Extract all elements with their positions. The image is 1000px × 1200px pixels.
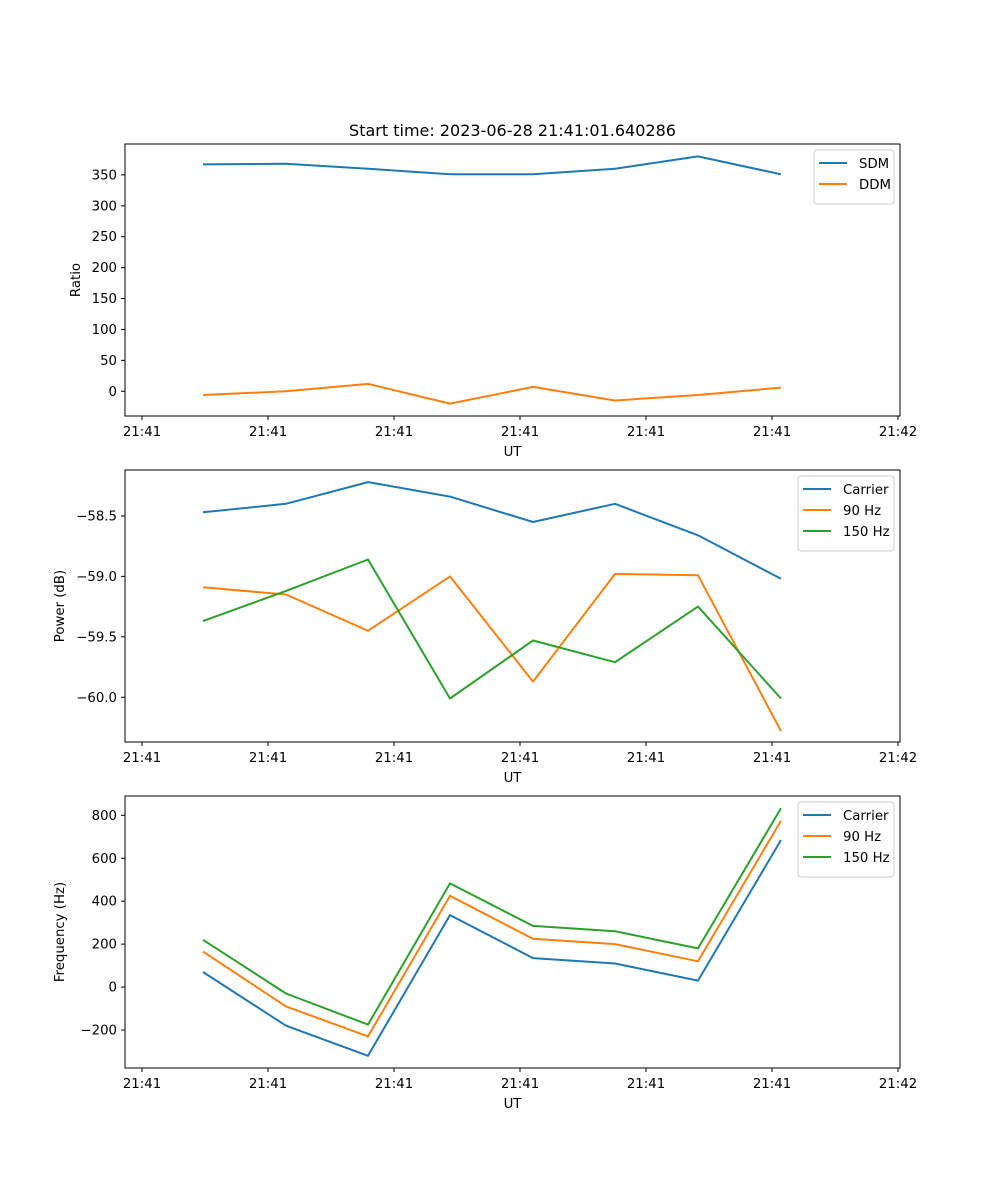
x-axis-label: UT xyxy=(504,771,523,786)
x-tick-label: 21:41 xyxy=(627,751,665,766)
axes-frame xyxy=(124,143,901,417)
series-line-carrier xyxy=(202,481,782,580)
x-tick-label: 21:41 xyxy=(753,425,791,440)
series-line-carrier xyxy=(202,839,782,1057)
x-tick-label: 21:41 xyxy=(123,1077,161,1092)
y-tick-label: 50 xyxy=(100,354,117,369)
x-tick-label: 21:41 xyxy=(627,1077,665,1092)
x-tick-label: 21:41 xyxy=(375,425,413,440)
legend-label: SDM xyxy=(859,157,889,172)
y-tick-label: 800 xyxy=(92,809,117,824)
x-tick-label: 21:42 xyxy=(879,1077,917,1092)
axes-frame xyxy=(124,469,901,743)
x-tick-label: 21:41 xyxy=(375,751,413,766)
legend-label: 150 Hz xyxy=(843,525,890,540)
y-tick-label: −59.5 xyxy=(76,630,117,645)
x-tick-label: 21:41 xyxy=(501,1077,539,1092)
series-line-150-hz xyxy=(202,558,782,700)
y-axis-label: Frequency (Hz) xyxy=(53,882,68,982)
y-tick-label: 200 xyxy=(92,938,117,953)
legend-label: Carrier xyxy=(843,809,889,824)
x-tick-label: 21:41 xyxy=(753,751,791,766)
y-tick-label: 100 xyxy=(92,323,117,338)
legend-label: DDM xyxy=(859,178,891,193)
y-tick-label: 150 xyxy=(92,292,117,307)
axes-container: 21:41 21:41 21:41 21:41 21:41 21:41 21:42 0 50 10… xyxy=(53,143,917,1112)
y-tick-label: 0 xyxy=(109,981,117,996)
legend-label: Carrier xyxy=(843,483,889,498)
figure-title: Start time: 2023-06-28 21:41:01.640286 xyxy=(349,121,676,140)
x-tick-label: 21:41 xyxy=(249,751,287,766)
x-tick-label: 21:41 xyxy=(501,425,539,440)
series-line-150-hz xyxy=(202,807,782,1026)
axes-panel-2: 21:41 21:41 21:41 21:41 21:41 21:41 21:42 −60.0… xyxy=(53,469,917,786)
x-tick-label: 21:41 xyxy=(123,425,161,440)
x-tick-label: 21:41 xyxy=(249,425,287,440)
y-tick-label: −59.0 xyxy=(76,570,117,585)
x-tick-label: 21:41 xyxy=(753,1077,791,1092)
y-tick-label: 200 xyxy=(92,261,117,276)
y-tick-label: −60.0 xyxy=(76,691,117,706)
legend: Carrier 90 Hz 150 Hz xyxy=(797,475,895,552)
y-tick-label: 600 xyxy=(92,852,117,867)
x-tick-label: 21:41 xyxy=(375,1077,413,1092)
x-axis-label: UT xyxy=(504,445,523,460)
axes-panel-3: 21:41 21:41 21:41 21:41 21:41 21:41 21:42 −200 0… xyxy=(53,795,917,1112)
x-tick-label: 21:41 xyxy=(501,751,539,766)
y-axis-label: Ratio xyxy=(69,263,84,297)
legend: Carrier 90 Hz 150 Hz xyxy=(797,801,895,878)
legend-label: 90 Hz xyxy=(843,504,881,519)
axes-frame xyxy=(124,795,901,1069)
legend-label: 150 Hz xyxy=(843,851,890,866)
legend-box xyxy=(797,475,895,552)
legend-box xyxy=(797,801,895,878)
axes-panel-1: 21:41 21:41 21:41 21:41 21:41 21:41 21:42 0 50 10… xyxy=(69,143,917,460)
y-tick-label: 350 xyxy=(92,168,117,183)
y-tick-label: 300 xyxy=(92,199,117,214)
series-line-90-hz xyxy=(202,573,782,732)
x-tick-label: 21:41 xyxy=(123,751,161,766)
legend: SDM DDM xyxy=(813,149,895,205)
y-tick-label: 250 xyxy=(92,230,117,245)
x-tick-label: 21:42 xyxy=(879,425,917,440)
y-tick-label: −58.5 xyxy=(76,509,117,524)
x-axis-label: UT xyxy=(504,1097,523,1112)
y-tick-label: 400 xyxy=(92,895,117,910)
series-line-sdm xyxy=(202,155,782,176)
y-tick-label: −200 xyxy=(80,1024,117,1039)
x-tick-label: 21:41 xyxy=(627,425,665,440)
y-tick-label: 0 xyxy=(109,385,117,400)
legend-label: 90 Hz xyxy=(843,830,881,845)
x-tick-label: 21:42 xyxy=(879,751,917,766)
series-line-90-hz xyxy=(202,820,782,1038)
x-tick-label: 21:41 xyxy=(249,1077,287,1092)
y-axis-label: Power (dB) xyxy=(53,570,68,642)
series-line-ddm xyxy=(202,382,782,405)
